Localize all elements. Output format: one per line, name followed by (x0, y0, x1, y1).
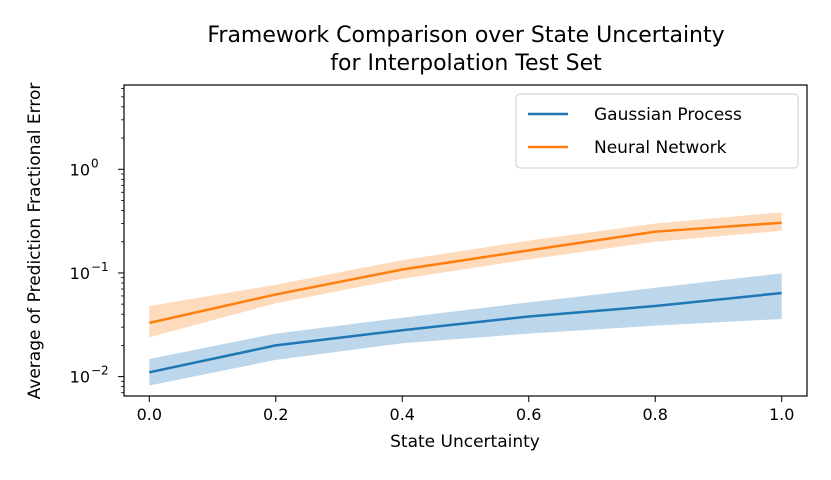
confidence-bands (149, 212, 782, 386)
x-tick-label: 0.6 (516, 405, 541, 424)
band-gaussian-process (149, 273, 782, 386)
plot-frame (123, 84, 808, 397)
series-lines (149, 221, 782, 374)
chart-title-line-1: Framework Comparison over State Uncertai… (207, 23, 724, 48)
y-tick-label-exponent: −2 (91, 364, 109, 378)
line-neural-network (149, 221, 782, 325)
x-axis-ticks: 0.0 0.2 0.4 0.6 0.8 1.0 (137, 396, 794, 424)
y-tick-label: 10 (70, 160, 90, 179)
x-tick-label: 0.2 (263, 405, 288, 424)
y-tick-label-exponent: 0 (91, 156, 99, 170)
band-neural-network (149, 212, 782, 338)
x-axis-label: State Uncertainty (390, 432, 540, 452)
y-tick-label: 10 (70, 264, 90, 283)
y-tick-label-exponent: −1 (91, 260, 109, 274)
line-gaussian-process (149, 291, 782, 374)
chart-title-line-2: for Interpolation Test Set (330, 51, 602, 76)
x-tick-label: 1.0 (769, 405, 794, 424)
x-tick-label: 0.8 (642, 405, 667, 424)
y-tick-label: 10 (70, 368, 90, 387)
y-axis-label: Average of Prediction Fractional Error (25, 83, 45, 400)
legend: Gaussian Process Neural Network (515, 93, 799, 169)
legend-label-gaussian-process: Gaussian Process (594, 105, 742, 125)
x-tick-label: 0.4 (390, 405, 415, 424)
legend-box (515, 93, 799, 169)
legend-label-neural-network: Neural Network (594, 138, 727, 158)
x-tick-label: 0.0 (137, 405, 162, 424)
